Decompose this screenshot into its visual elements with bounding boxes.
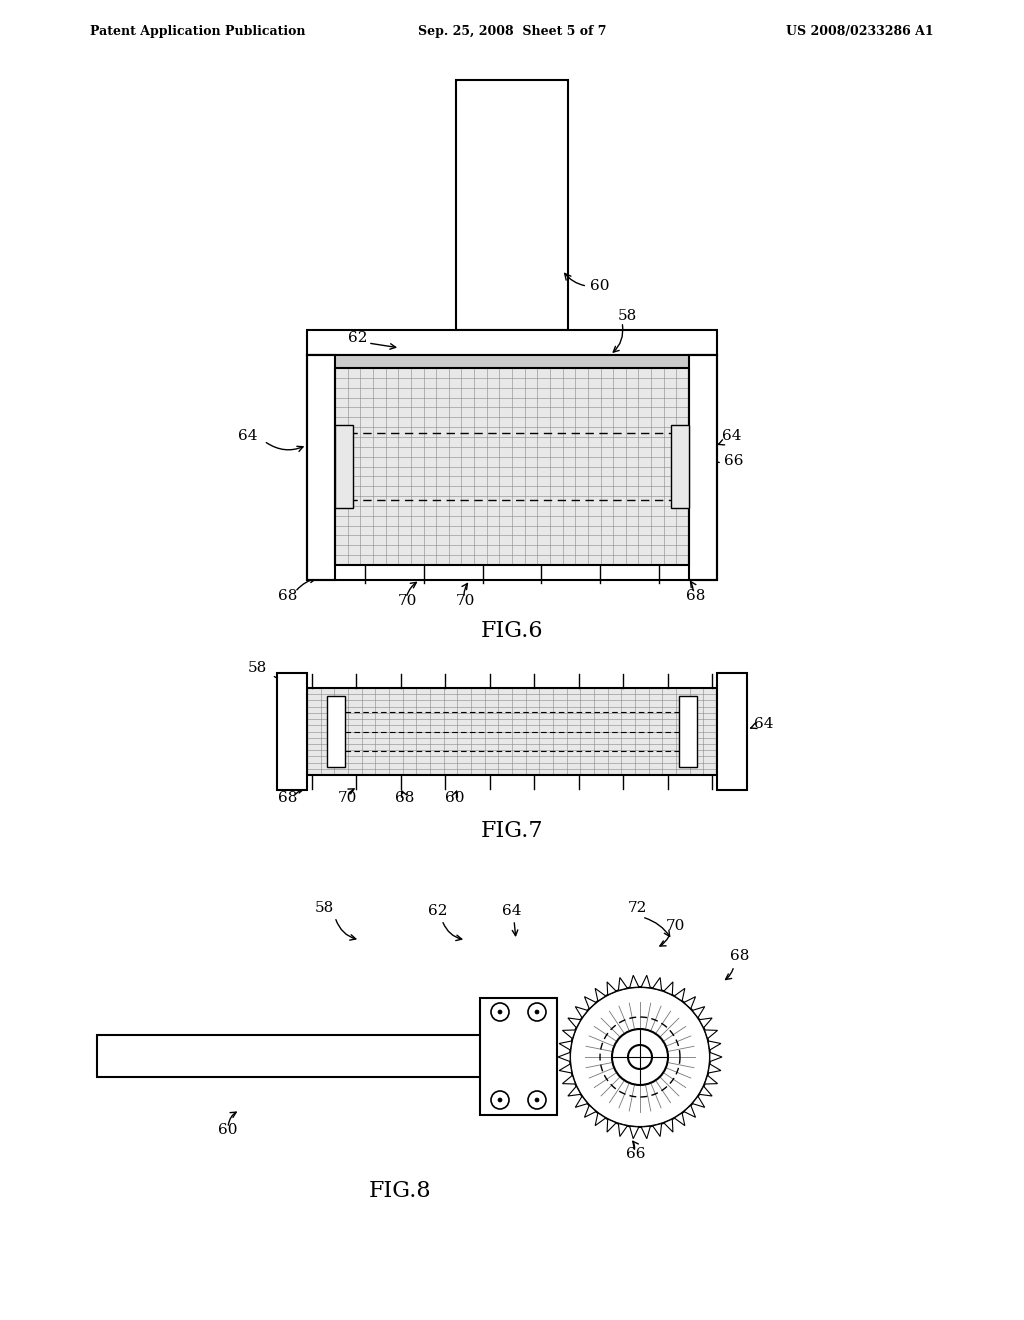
Bar <box>671 425 689 508</box>
Bar <box>307 330 717 355</box>
Text: 66: 66 <box>626 1147 645 1162</box>
Circle shape <box>528 1092 546 1109</box>
Polygon shape <box>585 997 596 1008</box>
Polygon shape <box>607 982 616 995</box>
Polygon shape <box>562 1030 575 1039</box>
Circle shape <box>570 987 710 1127</box>
Bar <box>327 696 345 767</box>
Text: FIG.7: FIG.7 <box>480 820 544 842</box>
Text: 68: 68 <box>278 791 297 805</box>
Text: 70: 70 <box>338 791 357 805</box>
Text: 60: 60 <box>445 791 465 805</box>
Polygon shape <box>618 978 628 990</box>
Bar <box>689 355 717 579</box>
Polygon shape <box>652 1123 662 1137</box>
Text: 70: 70 <box>666 919 685 933</box>
Text: 62: 62 <box>348 331 368 345</box>
Circle shape <box>490 1003 509 1020</box>
Bar <box>717 673 746 789</box>
Polygon shape <box>684 997 695 1008</box>
Text: 62: 62 <box>428 904 447 917</box>
Text: 68: 68 <box>278 589 297 603</box>
Bar <box>307 355 335 579</box>
Polygon shape <box>692 1096 705 1107</box>
Polygon shape <box>652 978 662 990</box>
Polygon shape <box>684 1105 695 1117</box>
Bar <box>679 696 697 767</box>
Circle shape <box>490 1092 509 1109</box>
Polygon shape <box>607 1119 616 1133</box>
Text: US 2008/0233286 A1: US 2008/0233286 A1 <box>786 25 934 38</box>
Text: Sep. 25, 2008  Sheet 5 of 7: Sep. 25, 2008 Sheet 5 of 7 <box>418 25 606 38</box>
Circle shape <box>498 1010 502 1014</box>
Text: 60: 60 <box>564 273 609 293</box>
Polygon shape <box>709 1064 721 1073</box>
Bar <box>335 368 689 565</box>
Polygon shape <box>699 1086 712 1096</box>
Polygon shape <box>595 1113 605 1126</box>
Text: 64: 64 <box>722 429 741 444</box>
Polygon shape <box>568 1086 581 1096</box>
Text: Patent Application Publication: Patent Application Publication <box>90 25 305 38</box>
Polygon shape <box>641 975 650 987</box>
Bar <box>307 688 717 775</box>
Circle shape <box>535 1098 539 1102</box>
Polygon shape <box>630 975 639 987</box>
Polygon shape <box>562 1076 575 1084</box>
Circle shape <box>612 1030 668 1085</box>
Polygon shape <box>709 1041 721 1051</box>
Text: 68: 68 <box>686 589 706 603</box>
Text: 72: 72 <box>628 902 647 915</box>
Polygon shape <box>575 1096 588 1107</box>
Polygon shape <box>664 982 673 995</box>
Polygon shape <box>664 1119 673 1133</box>
Bar <box>278 673 307 789</box>
Circle shape <box>628 1045 652 1069</box>
Polygon shape <box>705 1030 718 1039</box>
Bar <box>335 425 353 508</box>
Text: 58: 58 <box>618 309 637 323</box>
Polygon shape <box>675 1113 685 1126</box>
Text: 58: 58 <box>248 661 267 675</box>
Polygon shape <box>641 1126 650 1139</box>
Polygon shape <box>705 1076 718 1084</box>
Text: 68: 68 <box>730 949 750 964</box>
Bar <box>97 1035 490 1077</box>
Text: 66: 66 <box>724 454 743 469</box>
Polygon shape <box>692 1007 705 1018</box>
Polygon shape <box>559 1041 571 1051</box>
Bar <box>335 355 689 368</box>
Text: 60: 60 <box>218 1123 238 1137</box>
Polygon shape <box>699 1018 712 1028</box>
Bar <box>307 355 717 579</box>
Text: 64: 64 <box>502 904 521 917</box>
Text: 68: 68 <box>395 791 415 805</box>
Text: 70: 70 <box>456 594 475 609</box>
Text: 58: 58 <box>315 902 334 915</box>
Text: 70: 70 <box>398 594 418 609</box>
Bar <box>335 368 689 565</box>
Text: 64: 64 <box>754 717 773 731</box>
Polygon shape <box>595 989 605 1001</box>
Circle shape <box>528 1003 546 1020</box>
Text: FIG.6: FIG.6 <box>480 620 544 642</box>
Polygon shape <box>559 1064 571 1073</box>
Circle shape <box>535 1010 539 1014</box>
Text: FIG.8: FIG.8 <box>369 1180 431 1203</box>
Polygon shape <box>585 1105 596 1117</box>
Polygon shape <box>630 1126 639 1139</box>
Polygon shape <box>675 989 685 1001</box>
Polygon shape <box>558 1052 570 1061</box>
Text: 64: 64 <box>238 429 257 444</box>
Polygon shape <box>575 1007 588 1018</box>
Bar <box>307 688 717 775</box>
Bar <box>480 998 557 1115</box>
Circle shape <box>585 1002 695 1111</box>
Polygon shape <box>568 1018 581 1028</box>
Bar <box>456 81 568 330</box>
Polygon shape <box>710 1052 722 1061</box>
Polygon shape <box>618 1123 628 1137</box>
Circle shape <box>498 1098 502 1102</box>
